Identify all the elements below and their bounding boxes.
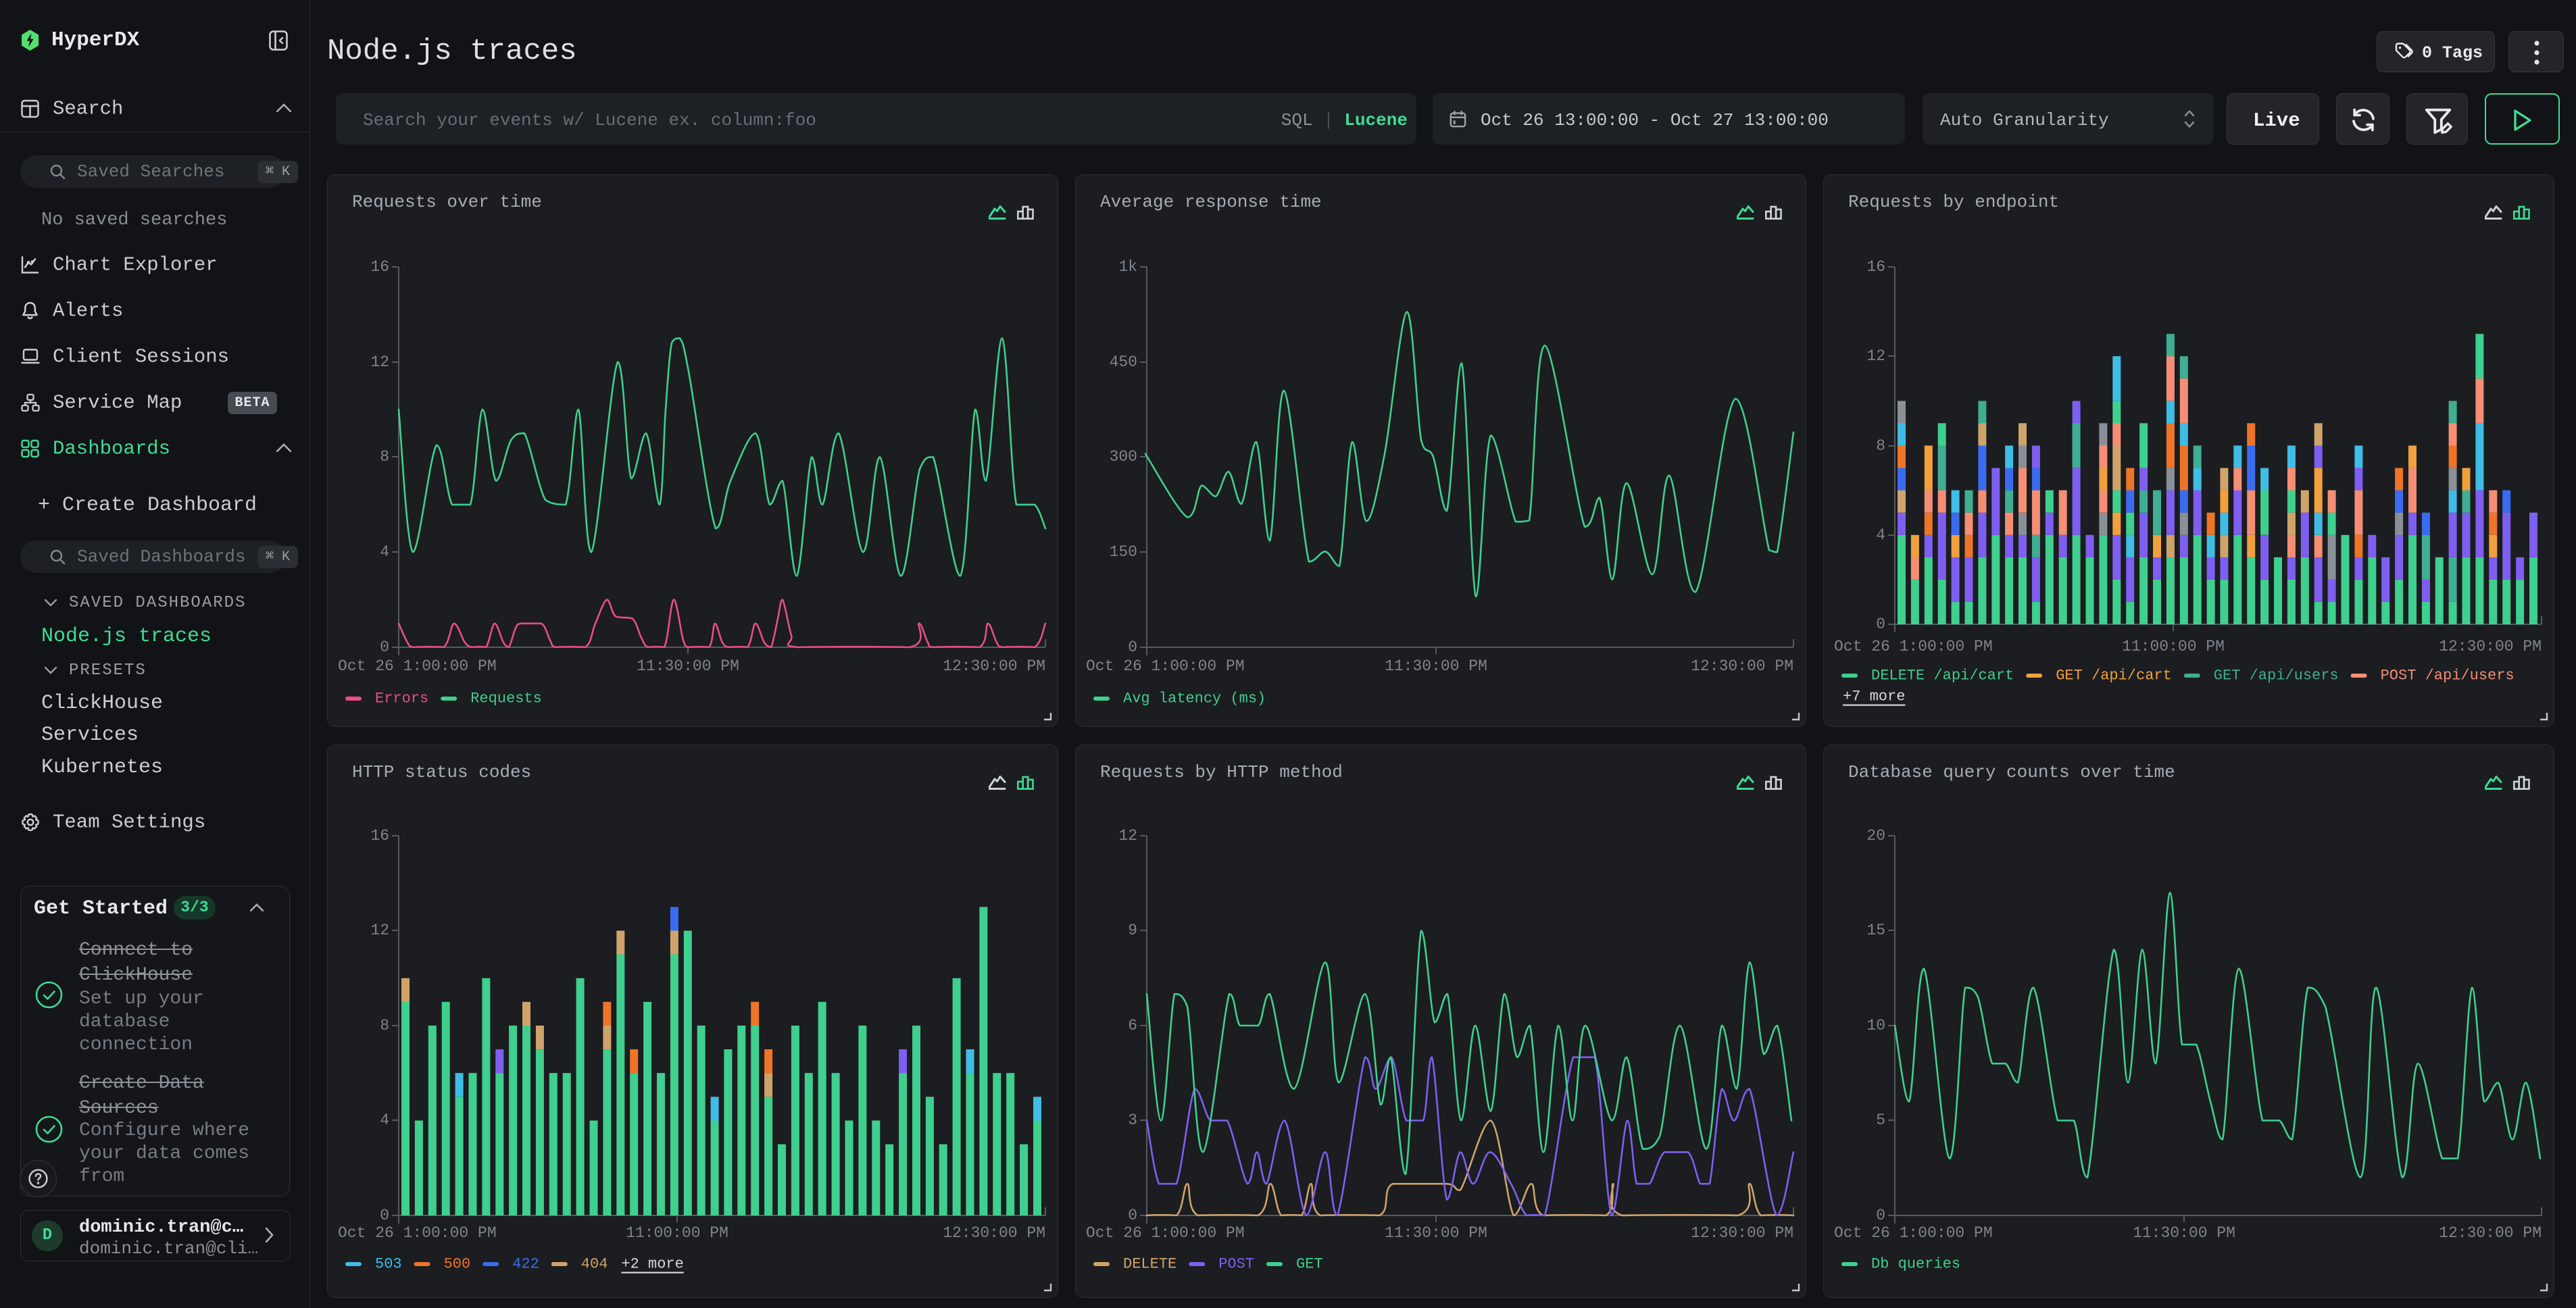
svg-text:0: 0: [380, 638, 389, 656]
svg-text:5: 5: [1876, 1111, 1885, 1129]
svg-text:0: 0: [1876, 1207, 1885, 1224]
svg-text:GET /api/users: GET /api/users: [2214, 668, 2339, 684]
svg-text:Oct 26 1:00:00 PM: Oct 26 1:00:00 PM: [338, 657, 497, 675]
svg-text:16: 16: [370, 258, 389, 276]
svg-text:Errors: Errors: [375, 690, 428, 707]
svg-text:9: 9: [1128, 922, 1137, 939]
svg-text:404: 404: [581, 1256, 608, 1273]
svg-text:12:30:00 PM: 12:30:00 PM: [2439, 1224, 2542, 1242]
svg-text:Oct 26 1:00:00 PM: Oct 26 1:00:00 PM: [338, 1224, 497, 1242]
svg-text:+7 more: +7 more: [1843, 688, 1905, 705]
svg-text:1k: 1k: [1118, 258, 1137, 276]
svg-text:GET: GET: [1296, 1256, 1323, 1273]
svg-text:16: 16: [370, 827, 389, 845]
svg-text:0: 0: [1128, 638, 1137, 656]
svg-text:150: 150: [1110, 543, 1137, 561]
svg-text:450: 450: [1110, 353, 1137, 371]
svg-text:0: 0: [380, 1207, 389, 1224]
svg-text:11:30:00 PM: 11:30:00 PM: [1385, 657, 1487, 675]
svg-text:11:00:00 PM: 11:00:00 PM: [2122, 638, 2225, 655]
svg-text:12:30:00 PM: 12:30:00 PM: [2439, 638, 2542, 655]
svg-text:Db queries: Db queries: [1871, 1256, 1960, 1273]
svg-text:4: 4: [380, 1111, 389, 1129]
svg-text:POST: POST: [1218, 1256, 1254, 1273]
svg-text:11:30:00 PM: 11:30:00 PM: [637, 657, 739, 675]
svg-text:300: 300: [1110, 448, 1137, 466]
svg-text:12:30:00 PM: 12:30:00 PM: [943, 1224, 1045, 1242]
svg-text:11:30:00 PM: 11:30:00 PM: [1385, 1224, 1487, 1242]
svg-text:12:30:00 PM: 12:30:00 PM: [1691, 1224, 1793, 1242]
svg-text:Requests: Requests: [470, 690, 542, 707]
svg-text:Oct 26 1:00:00 PM: Oct 26 1:00:00 PM: [1086, 657, 1245, 675]
svg-text:500: 500: [444, 1256, 471, 1273]
svg-text:Oct 26 1:00:00 PM: Oct 26 1:00:00 PM: [1834, 1224, 1993, 1242]
svg-text:0: 0: [1876, 615, 1885, 633]
svg-text:GET /api/cart: GET /api/cart: [2056, 668, 2172, 684]
svg-text:+2 more: +2 more: [621, 1256, 683, 1273]
svg-text:Oct 26 1:00:00 PM: Oct 26 1:00:00 PM: [1834, 638, 1993, 655]
svg-text:12:30:00 PM: 12:30:00 PM: [943, 657, 1045, 675]
svg-text:Avg latency (ms): Avg latency (ms): [1123, 690, 1266, 707]
svg-text:3: 3: [1128, 1111, 1137, 1129]
svg-text:12: 12: [1866, 347, 1885, 365]
svg-text:8: 8: [1876, 437, 1885, 455]
svg-text:4: 4: [380, 543, 389, 561]
svg-text:12: 12: [370, 353, 389, 371]
svg-text:6: 6: [1128, 1017, 1137, 1034]
svg-text:503: 503: [375, 1256, 402, 1273]
svg-text:11:30:00 PM: 11:30:00 PM: [2133, 1224, 2235, 1242]
svg-text:12: 12: [1118, 827, 1137, 845]
svg-text:422: 422: [512, 1256, 539, 1273]
svg-text:20: 20: [1866, 827, 1885, 845]
svg-text:11:00:00 PM: 11:00:00 PM: [626, 1224, 728, 1242]
svg-text:16: 16: [1866, 258, 1885, 276]
svg-text:10: 10: [1866, 1017, 1885, 1034]
svg-text:0: 0: [1128, 1207, 1137, 1224]
svg-text:8: 8: [380, 448, 389, 466]
svg-text:15: 15: [1866, 922, 1885, 939]
svg-text:8: 8: [380, 1017, 389, 1034]
svg-text:Oct 26 1:00:00 PM: Oct 26 1:00:00 PM: [1086, 1224, 1245, 1242]
svg-text:DELETE: DELETE: [1123, 1256, 1176, 1273]
svg-text:12: 12: [370, 922, 389, 939]
svg-text:12:30:00 PM: 12:30:00 PM: [1691, 657, 1793, 675]
svg-text:DELETE /api/cart: DELETE /api/cart: [1871, 668, 2014, 684]
svg-text:4: 4: [1876, 526, 1885, 544]
svg-text:POST /api/users: POST /api/users: [2381, 668, 2515, 684]
